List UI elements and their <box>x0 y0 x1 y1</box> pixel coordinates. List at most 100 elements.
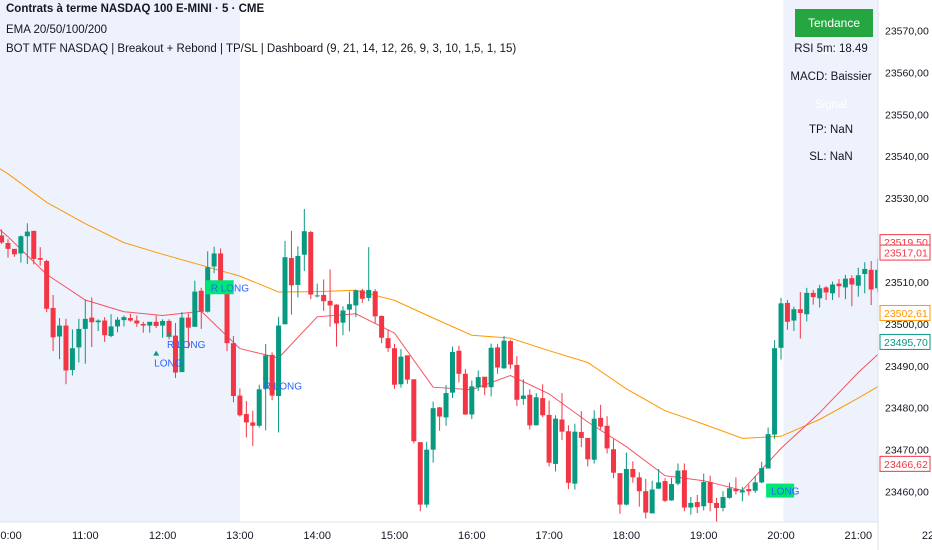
candle-body <box>797 309 803 313</box>
candle <box>411 379 417 444</box>
ema-indicator-label[interactable]: EMA 20/50/100/200 <box>6 24 108 36</box>
price-tick-label: 23480,00 <box>885 403 929 415</box>
candle-body <box>585 437 591 460</box>
candle <box>211 246 217 274</box>
candle-body <box>449 351 455 393</box>
candle <box>276 316 282 433</box>
candle-body <box>24 231 30 237</box>
time-axis <box>0 522 878 550</box>
candle-body <box>108 326 114 337</box>
candle-body <box>688 502 694 508</box>
price-tick-label: 23530,00 <box>885 193 929 205</box>
candle <box>82 299 88 364</box>
candles <box>0 209 932 523</box>
candle <box>127 313 133 322</box>
candle-body <box>140 323 146 326</box>
candle-body <box>424 449 430 505</box>
candle <box>823 286 829 300</box>
candle <box>688 497 694 515</box>
candle <box>681 463 687 512</box>
price-label-box <box>879 333 931 350</box>
candle <box>18 235 24 263</box>
candle <box>759 461 765 484</box>
candle-body <box>44 261 50 309</box>
candle <box>746 484 752 496</box>
candle <box>559 393 565 441</box>
candle-body <box>295 255 301 285</box>
candle-body <box>359 290 365 299</box>
candle-body <box>321 294 327 302</box>
candle-body <box>89 317 95 323</box>
candle-body <box>868 269 874 290</box>
candle <box>623 452 629 506</box>
candle-body <box>37 258 43 260</box>
candle <box>121 315 127 327</box>
candle <box>31 230 37 265</box>
candle <box>372 289 378 324</box>
candle-body <box>121 317 127 321</box>
candle-body <box>482 376 488 388</box>
candle <box>507 339 513 369</box>
candle-body <box>862 268 868 274</box>
candle-body <box>147 321 153 326</box>
candle-body <box>340 310 346 323</box>
candle <box>868 261 874 306</box>
candle <box>553 415 559 472</box>
candle-body <box>842 278 848 288</box>
candle-body <box>752 482 758 491</box>
candle-body <box>675 470 681 484</box>
candle <box>263 344 269 431</box>
price-label-box <box>879 304 931 321</box>
signal-box <box>766 483 795 498</box>
signal-label: R LONG <box>167 340 206 351</box>
candle-body <box>82 318 88 329</box>
candle <box>565 425 571 490</box>
price-label: 23502,61 <box>884 308 928 320</box>
candle-body <box>230 343 236 397</box>
candle-body <box>456 350 462 374</box>
candle-body <box>823 287 829 293</box>
candle <box>24 223 30 264</box>
candle <box>772 340 778 439</box>
candle-body <box>701 481 707 507</box>
candle <box>417 442 423 512</box>
candle <box>404 355 410 384</box>
candle-body <box>578 432 584 438</box>
candle-body <box>830 284 836 294</box>
candle-body <box>746 489 752 492</box>
candle <box>475 370 481 391</box>
candle-body <box>301 231 307 255</box>
candle-body <box>533 397 539 426</box>
candle <box>720 491 726 512</box>
signal-label: LONG <box>154 359 183 370</box>
candle <box>366 247 372 302</box>
candle-body <box>437 407 443 417</box>
candle <box>250 410 256 446</box>
candle <box>424 441 430 508</box>
price-label: 23517,01 <box>884 248 928 260</box>
candle <box>810 289 816 305</box>
candle <box>63 318 69 385</box>
candle <box>37 247 43 266</box>
candle <box>230 336 236 403</box>
price-label: 23466,62 <box>884 459 928 471</box>
candle-body <box>591 418 597 460</box>
candle <box>675 463 681 486</box>
candle <box>50 294 56 352</box>
candle <box>791 306 797 332</box>
candle-body <box>759 468 765 483</box>
candle <box>179 312 185 373</box>
candle-body <box>739 490 745 493</box>
candle-body <box>166 320 172 337</box>
symbol-title: Contrats à terme NASDAQ 100 E-MINI · 5 ·… <box>6 3 265 15</box>
candle-body <box>559 419 565 432</box>
candle <box>520 379 526 405</box>
candle <box>456 345 462 383</box>
candle-body <box>514 364 520 400</box>
candle-body <box>256 389 262 426</box>
candle-body <box>572 431 578 484</box>
candle <box>707 475 713 512</box>
candle-body <box>707 481 713 503</box>
bot-indicator-label[interactable]: BOT MTF NASDAQ | Breakout + Rebond | TP/… <box>6 43 517 55</box>
